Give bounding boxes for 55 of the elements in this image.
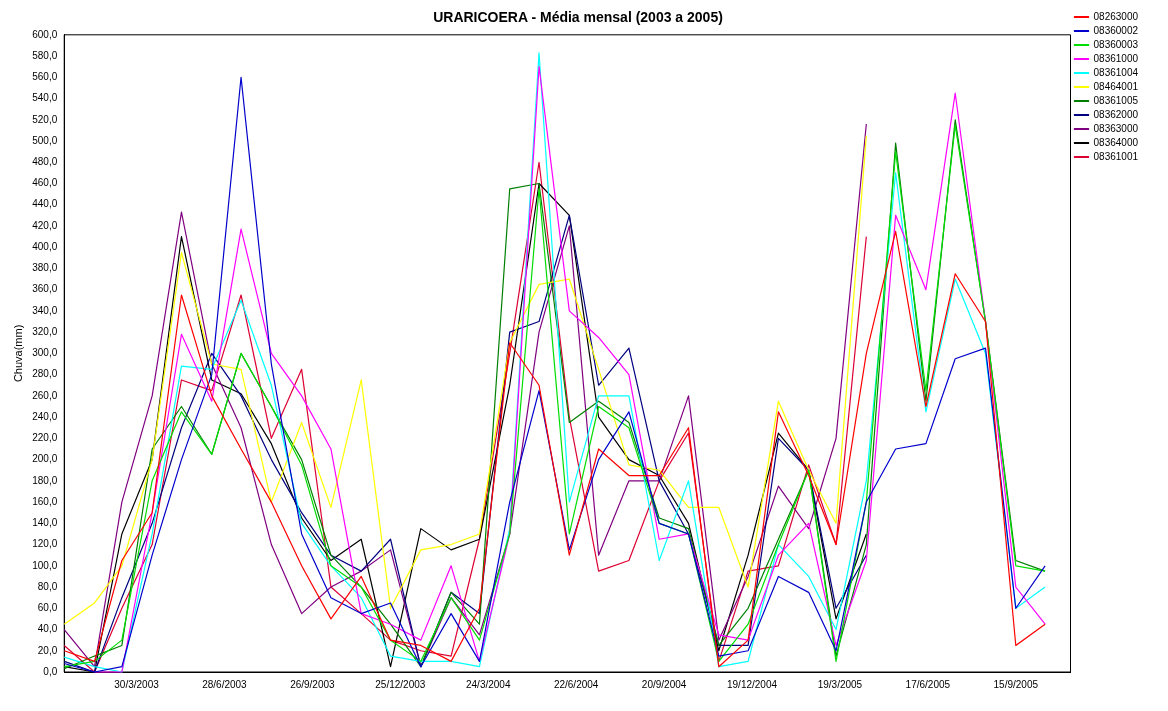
y-tick-label: 420,0	[32, 219, 58, 231]
legend-label: 08361000	[1093, 52, 1139, 64]
y-tick-label: 380,0	[32, 262, 58, 274]
y-tick-label: 180,0	[32, 474, 58, 486]
y-tick-label: 300,0	[32, 347, 58, 359]
y-tick-label: 560,0	[32, 71, 58, 83]
y-tick-label: 240,0	[32, 410, 58, 422]
x-tick-label: 15/9/2005	[993, 678, 1039, 690]
y-tick-label: 260,0	[32, 389, 58, 401]
legend-label: 08464001	[1093, 80, 1139, 92]
y-tick-label: 500,0	[32, 134, 58, 146]
legend-label: 08363000	[1093, 122, 1139, 134]
x-tick-label: 20/9/2004	[641, 678, 687, 690]
y-tick-label: 140,0	[32, 517, 58, 529]
y-tick-label: 320,0	[32, 325, 58, 337]
y-tick-label: 400,0	[32, 240, 58, 252]
y-tick-label: 520,0	[32, 113, 58, 125]
x-tick-label: 24/3/2004	[465, 678, 511, 690]
chart-title: URARICOERA - Média mensal (2003 a 2005)	[433, 9, 723, 26]
x-tick-label: 19/3/2005	[817, 678, 863, 690]
legend-label: 08362000	[1093, 108, 1139, 120]
y-tick-label: 60,0	[37, 602, 58, 614]
y-tick-label: 480,0	[32, 155, 58, 167]
legend-label: 08361004	[1093, 66, 1139, 78]
legend-label: 08361005	[1093, 94, 1139, 106]
y-tick-label: 440,0	[32, 198, 58, 210]
y-tick-label: 100,0	[32, 559, 58, 571]
x-tick-label: 19/12/2004	[726, 678, 778, 690]
y-tick-label: 460,0	[32, 177, 58, 189]
y-tick-label: 600,0	[32, 28, 58, 40]
x-tick-label: 17/6/2005	[905, 678, 951, 690]
legend-label: 08263000	[1093, 10, 1139, 22]
y-tick-label: 200,0	[32, 453, 58, 465]
y-tick-label: 220,0	[32, 432, 58, 444]
legend-label: 08360003	[1093, 38, 1139, 50]
y-tick-label: 160,0	[32, 495, 58, 507]
x-tick-label: 30/3/2003	[114, 678, 160, 690]
y-tick-label: 40,0	[37, 623, 58, 635]
x-tick-label: 28/6/2003	[202, 678, 248, 690]
y-axis-title: Chuva(mm)	[11, 324, 24, 383]
legend-label: 08361001	[1093, 150, 1139, 162]
y-tick-label: 540,0	[32, 92, 58, 104]
y-tick-label: 20,0	[37, 644, 58, 656]
y-tick-label: 80,0	[37, 580, 58, 592]
x-tick-label: 25/12/2003	[375, 678, 426, 690]
y-tick-label: 0,0	[43, 665, 58, 677]
x-tick-label: 22/6/2004	[553, 678, 599, 690]
x-tick-label: 26/9/2003	[290, 678, 336, 690]
y-tick-label: 340,0	[32, 304, 58, 316]
legend-label: 08360002	[1093, 24, 1139, 36]
y-tick-label: 280,0	[32, 368, 58, 380]
y-tick-label: 360,0	[32, 283, 58, 295]
y-tick-label: 580,0	[32, 49, 58, 61]
legend-label: 08364000	[1093, 136, 1139, 148]
y-tick-label: 120,0	[32, 538, 58, 550]
